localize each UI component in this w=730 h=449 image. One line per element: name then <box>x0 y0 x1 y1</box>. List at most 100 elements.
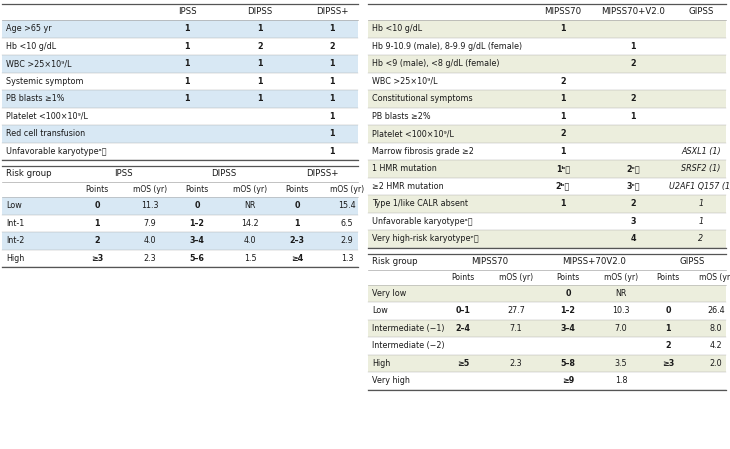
Text: 10.3: 10.3 <box>612 306 630 315</box>
Text: 0: 0 <box>565 289 571 298</box>
Text: Constitutional symptoms: Constitutional symptoms <box>372 94 472 103</box>
Text: High: High <box>372 359 391 368</box>
Text: 1: 1 <box>184 42 190 51</box>
Text: Hb 9-10.9 (male), 8-9.9 g/dL (female): Hb 9-10.9 (male), 8-9.9 g/dL (female) <box>372 42 522 51</box>
Text: SRSF2 (1): SRSF2 (1) <box>681 164 721 173</box>
Text: ≥2 HMR mutation: ≥2 HMR mutation <box>372 182 444 191</box>
Text: 15.4: 15.4 <box>338 201 356 210</box>
Bar <box>368 20 726 38</box>
Bar <box>2 197 358 215</box>
Text: Risk group: Risk group <box>6 170 52 179</box>
Text: 2: 2 <box>560 77 566 86</box>
Text: 1: 1 <box>699 217 704 226</box>
Text: 1: 1 <box>257 24 263 33</box>
Text: 1: 1 <box>329 24 335 33</box>
Bar <box>2 232 358 250</box>
Text: 2.3: 2.3 <box>510 359 522 368</box>
Bar <box>368 38 726 55</box>
Text: mOS (yr): mOS (yr) <box>330 185 364 194</box>
Text: PB blasts ≥1%: PB blasts ≥1% <box>6 94 64 103</box>
Text: PB blasts ≥2%: PB blasts ≥2% <box>372 112 431 121</box>
Text: mOS (yr): mOS (yr) <box>604 273 638 282</box>
Bar <box>2 107 358 125</box>
Text: Very high: Very high <box>372 376 410 385</box>
Text: 0: 0 <box>294 201 300 210</box>
Text: Type 1/like CALR absent: Type 1/like CALR absent <box>372 199 468 208</box>
Text: 2: 2 <box>630 59 636 68</box>
Text: 1.5: 1.5 <box>244 254 256 263</box>
Text: 14.2: 14.2 <box>241 219 259 228</box>
Text: 26.4: 26.4 <box>707 306 725 315</box>
Text: 0: 0 <box>94 201 100 210</box>
Text: 4: 4 <box>630 234 636 243</box>
Bar <box>368 372 726 389</box>
Text: DIPSS+: DIPSS+ <box>306 170 338 179</box>
Text: 8.0: 8.0 <box>710 324 722 333</box>
Text: 2.3: 2.3 <box>144 254 156 263</box>
Text: 1: 1 <box>184 24 190 33</box>
Text: 3: 3 <box>630 217 636 226</box>
Text: Marrow fibrosis grade ≥2: Marrow fibrosis grade ≥2 <box>372 147 474 156</box>
Text: WBC >25×10⁹/L: WBC >25×10⁹/L <box>6 59 72 68</box>
Bar <box>368 230 726 247</box>
Text: 1: 1 <box>329 112 335 121</box>
Text: MIPSS70+V2.0: MIPSS70+V2.0 <box>601 8 665 17</box>
Text: MIPSS70: MIPSS70 <box>545 8 582 17</box>
Text: Points: Points <box>285 185 309 194</box>
Text: Hb <10 g/dL: Hb <10 g/dL <box>6 42 56 51</box>
Text: High: High <box>6 254 24 263</box>
Text: Unfavorable karyotypeᵃ⧉: Unfavorable karyotypeᵃ⧉ <box>6 147 107 156</box>
Text: Very high-risk karyotypeᵉ⧉: Very high-risk karyotypeᵉ⧉ <box>372 234 479 243</box>
Bar <box>368 142 726 160</box>
Text: GIPSS: GIPSS <box>688 8 714 17</box>
Bar <box>2 125 358 142</box>
Text: 11.3: 11.3 <box>141 201 158 210</box>
Text: NR: NR <box>245 201 255 210</box>
Text: 7.1: 7.1 <box>510 324 522 333</box>
Text: 2.0: 2.0 <box>710 359 722 368</box>
Text: 3.5: 3.5 <box>615 359 627 368</box>
Text: IPSS: IPSS <box>114 170 133 179</box>
Bar <box>2 90 358 107</box>
Bar <box>368 160 726 177</box>
Text: Unfavorable karyotypeᵃ⧉: Unfavorable karyotypeᵃ⧉ <box>372 217 472 226</box>
Text: 2–3: 2–3 <box>290 236 304 245</box>
Bar <box>368 55 726 72</box>
Text: 1: 1 <box>257 77 263 86</box>
Text: ≥3: ≥3 <box>662 359 674 368</box>
Bar <box>368 355 726 372</box>
Text: MIPSS70: MIPSS70 <box>471 257 508 266</box>
Text: 2ᵇ⧉: 2ᵇ⧉ <box>556 182 570 191</box>
Text: 4.0: 4.0 <box>244 236 256 245</box>
Text: 5–8: 5–8 <box>561 359 575 368</box>
Text: 1: 1 <box>560 112 566 121</box>
Text: 1: 1 <box>560 94 566 103</box>
Bar <box>368 337 726 355</box>
Text: GIPSS: GIPSS <box>680 257 704 266</box>
Text: 1: 1 <box>630 112 636 121</box>
Text: 3–4: 3–4 <box>561 324 575 333</box>
Bar <box>2 142 358 160</box>
Text: 1: 1 <box>184 77 190 86</box>
Text: Red cell transfusion: Red cell transfusion <box>6 129 85 138</box>
Text: 1: 1 <box>699 199 704 208</box>
Bar <box>368 177 726 195</box>
Text: 7.0: 7.0 <box>615 324 627 333</box>
Text: 2: 2 <box>94 236 100 245</box>
Text: DIPSS+: DIPSS+ <box>316 8 348 17</box>
Text: 1 HMR mutation: 1 HMR mutation <box>372 164 437 173</box>
Bar <box>368 302 726 320</box>
Text: 0: 0 <box>194 201 200 210</box>
Bar <box>2 250 358 267</box>
Text: 1: 1 <box>94 219 100 228</box>
Text: 3ᶜ⧉: 3ᶜ⧉ <box>626 182 639 191</box>
Text: Points: Points <box>556 273 580 282</box>
Bar <box>368 320 726 337</box>
Text: 1: 1 <box>184 94 190 103</box>
Text: WBC >25×10⁹/L: WBC >25×10⁹/L <box>372 77 437 86</box>
Text: Int-1: Int-1 <box>6 219 24 228</box>
Text: 4.0: 4.0 <box>144 236 156 245</box>
Text: 27.7: 27.7 <box>507 306 525 315</box>
Text: 1: 1 <box>257 94 263 103</box>
Text: 2: 2 <box>699 234 704 243</box>
